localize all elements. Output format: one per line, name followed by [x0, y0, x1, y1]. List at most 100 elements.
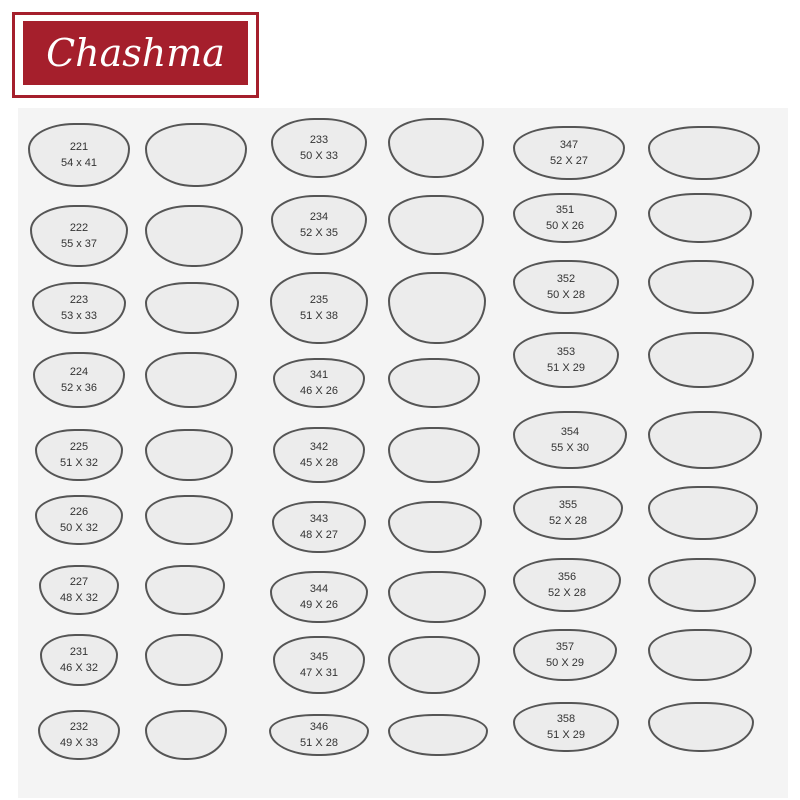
lens-code: 222	[69, 222, 89, 234]
lens-shape-mirror	[648, 702, 754, 752]
lens-size: 55 X 30	[551, 442, 589, 454]
lens-size: 48 X 32	[60, 592, 98, 604]
lens-shape-labeled: 226 50 X 32	[35, 495, 123, 545]
lens-size: 50 X 33	[300, 150, 338, 162]
lens-shape-labeled: 225 51 X 32	[35, 429, 123, 481]
lens-size: 48 X 27	[300, 529, 338, 541]
lens-shape-mirror	[648, 126, 760, 180]
lens-size: 50 X 29	[546, 657, 584, 669]
lens-shape-mirror	[145, 205, 243, 267]
lens-shape-labeled: 232 49 X 33	[38, 710, 120, 760]
lens-code: 227	[69, 576, 89, 588]
lens-shape-mirror	[648, 411, 762, 469]
lens-shape-mirror	[388, 501, 482, 553]
lens-code: 341	[309, 369, 329, 381]
lens-size: 51 X 32	[60, 457, 98, 469]
lens-shape-mirror	[145, 282, 239, 334]
logo-banner: Chashma	[23, 21, 248, 85]
lens-shape-mirror	[648, 260, 754, 314]
lens-size: 52 X 27	[550, 155, 588, 167]
lens-shape-labeled: 224 52 x 36	[33, 352, 125, 408]
lens-shape-mirror	[648, 332, 754, 388]
lens-shape-labeled: 356 52 X 28	[513, 558, 621, 612]
lens-shape-labeled: 345 47 X 31	[273, 636, 365, 694]
brand-logo: Chashma	[12, 12, 259, 98]
lens-size: 47 X 31	[300, 667, 338, 679]
lens-code: 345	[309, 651, 329, 663]
lens-size: 53 x 33	[60, 310, 98, 322]
lens-shape-mirror	[388, 358, 480, 408]
lens-shape-labeled: 358 51 X 29	[513, 702, 619, 752]
lens-code: 346	[309, 721, 329, 733]
lens-size: 51 X 29	[547, 729, 585, 741]
lens-size: 46 X 26	[300, 385, 338, 397]
lens-size: 52 X 28	[548, 587, 586, 599]
lens-code: 351	[555, 204, 575, 216]
lens-code: 356	[557, 571, 577, 583]
lens-size: 49 X 26	[300, 599, 338, 611]
lens-size: 55 x 37	[60, 238, 98, 250]
lens-shape-labeled: 346 51 X 28	[269, 714, 369, 756]
lens-size: 49 X 33	[60, 737, 98, 749]
lens-code: 353	[556, 346, 576, 358]
lens-shape-mirror	[388, 636, 480, 694]
lens-code: 235	[309, 294, 329, 306]
lens-code: 355	[558, 499, 578, 511]
lens-shape-mirror	[145, 429, 233, 481]
lens-size: 46 X 32	[60, 662, 98, 674]
logo-text: Chashma	[46, 31, 225, 75]
lens-shape-mirror	[388, 272, 486, 344]
lens-shape-mirror	[648, 193, 752, 243]
lens-code: 352	[556, 273, 576, 285]
lens-shape-labeled: 343 48 X 27	[272, 501, 366, 553]
lens-shape-mirror	[388, 571, 486, 623]
lens-code: 342	[309, 441, 329, 453]
lens-shape-mirror	[145, 710, 227, 760]
lens-size: 45 X 28	[300, 457, 338, 469]
lens-shape-mirror	[388, 714, 488, 756]
lens-size: 51 X 29	[547, 362, 585, 374]
lens-shape-mirror	[388, 427, 480, 483]
lens-code: 358	[556, 713, 576, 725]
lens-shape-mirror	[388, 118, 484, 178]
lens-shape-labeled: 352 50 X 28	[513, 260, 619, 314]
lens-size: 52 x 36	[60, 382, 98, 394]
lens-code: 226	[69, 506, 89, 518]
lens-code: 357	[555, 641, 575, 653]
lens-shape-mirror	[648, 486, 758, 540]
lens-shape-labeled: 233 50 X 33	[271, 118, 367, 178]
lens-size: 50 X 28	[547, 289, 585, 301]
lens-shape-labeled: 354 55 X 30	[513, 411, 627, 469]
lens-code: 232	[69, 721, 89, 733]
lens-code: 234	[309, 211, 329, 223]
lens-size: 52 X 28	[549, 515, 587, 527]
lens-size: 51 X 28	[300, 737, 338, 749]
lens-code: 231	[69, 646, 89, 658]
lens-shape-labeled: 235 51 X 38	[270, 272, 368, 344]
lens-code: 347	[559, 139, 579, 151]
lens-size: 50 X 26	[546, 220, 584, 232]
lens-shape-labeled: 341 46 X 26	[273, 358, 365, 408]
lens-code: 233	[309, 134, 329, 146]
lens-shape-labeled: 355 52 X 28	[513, 486, 623, 540]
lens-shape-labeled: 234 52 X 35	[271, 195, 367, 255]
lens-shape-labeled: 357 50 X 29	[513, 629, 617, 681]
lens-shape-labeled: 347 52 X 27	[513, 126, 625, 180]
lens-shape-labeled: 342 45 X 28	[273, 427, 365, 483]
lens-shape-mirror	[145, 634, 223, 686]
lens-shape-mirror	[145, 565, 225, 615]
lens-shape-mirror	[145, 123, 247, 187]
lens-shape-mirror	[648, 629, 752, 681]
lens-size: 51 X 38	[300, 310, 338, 322]
lens-shape-labeled: 344 49 X 26	[270, 571, 368, 623]
lens-shape-mirror	[648, 558, 756, 612]
lens-code: 221	[69, 141, 89, 153]
lens-size: 54 x 41	[60, 157, 98, 169]
lens-shape-labeled: 231 46 X 32	[40, 634, 118, 686]
lens-code: 344	[309, 583, 329, 595]
lens-shape-labeled: 227 48 X 32	[39, 565, 119, 615]
lens-shape-mirror	[145, 495, 233, 545]
lens-shape-labeled: 351 50 X 26	[513, 193, 617, 243]
lens-shape-labeled: 223 53 x 33	[32, 282, 126, 334]
